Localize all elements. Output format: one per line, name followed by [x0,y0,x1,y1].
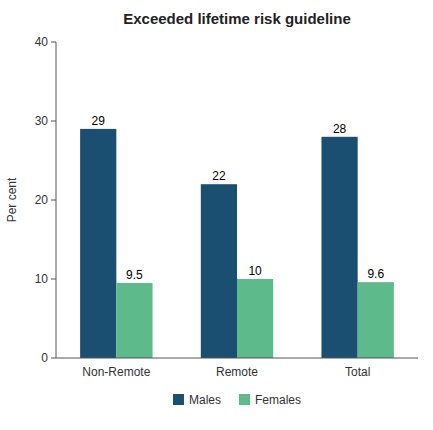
bar [80,129,116,358]
y-tick [51,121,56,122]
bar [116,283,152,358]
legend-label: Males [189,393,221,407]
bars [80,129,394,358]
bar [201,184,237,358]
x-tick-label: Remote [216,365,258,379]
bar [321,137,357,358]
data-labels: 29 22 28 9.5 10 9.6 [92,114,385,282]
data-label: 29 [92,114,106,128]
legend-label: Females [255,393,301,407]
x-tick-label: Non-Remote [82,365,150,379]
data-label: 10 [248,264,262,278]
x-axis-line [56,358,418,359]
y-axis-line [56,42,57,358]
y-tick-label: 10 [35,272,49,286]
legend: Males Females [173,393,301,407]
chart: Exceeded lifetime risk guideline Per cent… [0,0,433,430]
legend-swatch [173,394,184,405]
y-axis: 0 10 20 30 40 [35,35,56,365]
x-axis: Non-Remote Remote Total [82,365,370,379]
data-label: 22 [212,169,226,183]
data-label: 28 [333,122,347,136]
data-label: 9.5 [126,268,143,282]
data-label: 9.6 [367,267,384,281]
y-tick [51,42,56,43]
y-tick-label: 20 [35,193,49,207]
y-tick [51,200,56,201]
x-tick-label: Total [345,365,370,379]
bar [358,282,394,358]
y-tick-label: 0 [41,351,48,365]
y-axis-label: Per cent [5,177,19,222]
y-tick [51,358,56,359]
y-tick-label: 30 [35,114,49,128]
y-tick-label: 40 [35,35,49,49]
bar [237,279,273,358]
legend-swatch [239,394,250,405]
title: Exceeded lifetime risk guideline [123,10,351,27]
y-tick [51,279,56,280]
